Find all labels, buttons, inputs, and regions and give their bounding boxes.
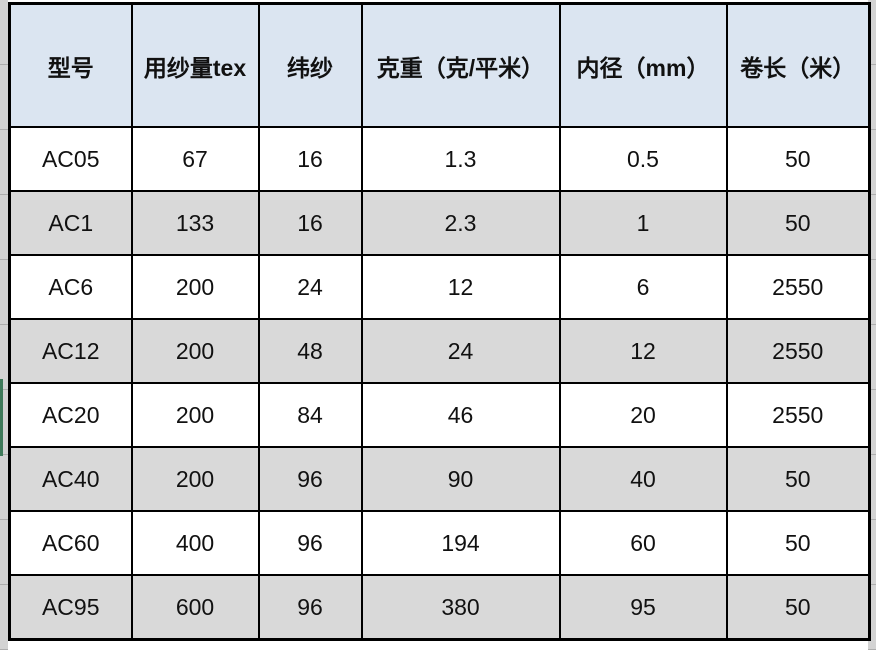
table-cell: AC12 <box>8 318 133 384</box>
column-header-weft: 纬纱 <box>257 2 363 128</box>
table-cell: 96 <box>257 574 363 641</box>
table-row: AC20 200 84 46 20 2550 <box>8 382 871 448</box>
table-cell: 194 <box>360 510 561 576</box>
table-cell: 2.3 <box>360 190 561 256</box>
table-cell: 2550 <box>725 254 871 320</box>
table-cell: 1 <box>558 190 728 256</box>
table-row: AC95 600 96 380 95 50 <box>8 574 871 641</box>
table-cell: AC05 <box>8 126 133 192</box>
table-cell: 400 <box>130 510 260 576</box>
selection-indicator <box>0 379 3 456</box>
table-cell: 50 <box>725 510 871 576</box>
table-cell: 0.5 <box>558 126 728 192</box>
table-cell: 200 <box>130 382 260 448</box>
table-cell: 600 <box>130 574 260 641</box>
left-gridline-margin <box>0 0 8 650</box>
table-cell: 16 <box>257 126 363 192</box>
table-cell: 95 <box>558 574 728 641</box>
table-cell: AC40 <box>8 446 133 512</box>
table-cell: 24 <box>360 318 561 384</box>
table-row: AC6 200 24 12 6 2550 <box>8 254 871 320</box>
table-cell: 6 <box>558 254 728 320</box>
column-header-yarn-usage: 用纱量tex <box>130 2 260 128</box>
table-cell: 50 <box>725 574 871 641</box>
table-cell: 24 <box>257 254 363 320</box>
product-spec-table: 型号 用纱量tex 纬纱 克重（克/平米） 内径（mm） 卷长（米） AC05 … <box>8 2 871 641</box>
table-cell: 200 <box>130 446 260 512</box>
table-cell: 12 <box>558 318 728 384</box>
table-row: AC60 400 96 194 60 50 <box>8 510 871 576</box>
table-cell: 12 <box>360 254 561 320</box>
table-cell: 67 <box>130 126 260 192</box>
table-cell: 96 <box>257 510 363 576</box>
table-cell: 133 <box>130 190 260 256</box>
table-row: AC1 133 16 2.3 1 50 <box>8 190 871 256</box>
table-cell: 50 <box>725 190 871 256</box>
table-cell: 380 <box>360 574 561 641</box>
table-cell: 16 <box>257 190 363 256</box>
table-cell: 2550 <box>725 382 871 448</box>
table-row: AC12 200 48 24 12 2550 <box>8 318 871 384</box>
column-header-model: 型号 <box>8 2 133 128</box>
table-cell: 60 <box>558 510 728 576</box>
column-header-inner-diam: 内径（mm） <box>558 2 728 128</box>
table-cell: AC1 <box>8 190 133 256</box>
table-cell: 200 <box>130 318 260 384</box>
table-cell: 84 <box>257 382 363 448</box>
table-cell: AC20 <box>8 382 133 448</box>
table-cell: 200 <box>130 254 260 320</box>
table-cell: 46 <box>360 382 561 448</box>
table-cell: AC95 <box>8 574 133 641</box>
column-header-weight: 克重（克/平米） <box>360 2 561 128</box>
table-cell: 48 <box>257 318 363 384</box>
header-row: 型号 用纱量tex 纬纱 克重（克/平米） 内径（mm） 卷长（米） <box>8 2 871 128</box>
table-cell: 40 <box>558 446 728 512</box>
table-cell: AC60 <box>8 510 133 576</box>
table-cell: 50 <box>725 126 871 192</box>
table-cell: AC6 <box>8 254 133 320</box>
table-cell: 20 <box>558 382 728 448</box>
table-cell: 96 <box>257 446 363 512</box>
table-cell: 2550 <box>725 318 871 384</box>
table-row: AC40 200 96 90 40 50 <box>8 446 871 512</box>
table-cell: 50 <box>725 446 871 512</box>
right-gridline-margin <box>868 0 876 650</box>
table-cell: 90 <box>360 446 561 512</box>
table-row: AC05 67 16 1.3 0.5 50 <box>8 126 871 192</box>
column-header-roll-length: 卷长（米） <box>725 2 871 128</box>
table-cell: 1.3 <box>360 126 561 192</box>
